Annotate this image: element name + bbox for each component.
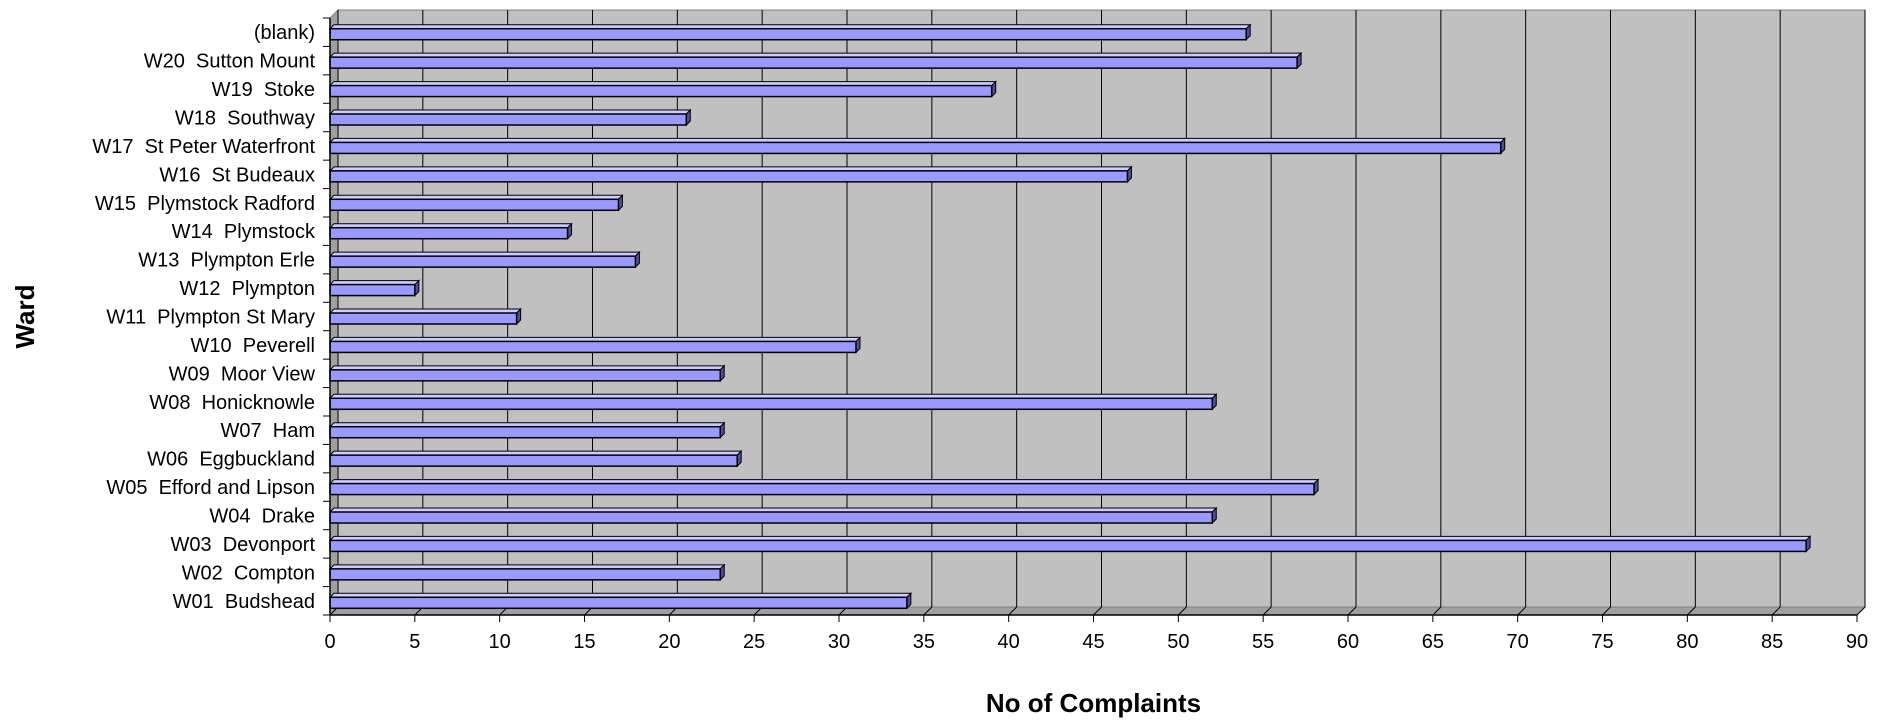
y-tick-label: W14 Plymstock xyxy=(172,221,316,243)
y-tick-label: W11 Plympton St Mary xyxy=(106,307,315,329)
bar xyxy=(329,56,1298,69)
bar xyxy=(329,27,1247,41)
x-tick-label: 0 xyxy=(324,631,335,653)
gridline-floor xyxy=(1432,606,1442,616)
bar xyxy=(329,312,518,325)
y-tick-label: W08 Honicknowle xyxy=(149,392,315,414)
y-tick-label: W01 Budshead xyxy=(173,591,315,613)
x-tick-label: 70 xyxy=(1507,631,1529,653)
bar xyxy=(329,340,857,354)
x-tick-label: 45 xyxy=(1082,631,1104,653)
bar xyxy=(329,482,1315,496)
x-tick-label: 60 xyxy=(1337,631,1359,653)
y-tick-label: W18 Southway xyxy=(175,108,315,130)
y-tick-label: (blank) xyxy=(254,22,315,44)
gridline-floor xyxy=(1771,606,1781,616)
x-tick-label: 65 xyxy=(1422,631,1444,653)
tick-labels: 0 5 10 15 20 25 30 35 40 45 50 55 60 65 70 75 80 85 90 W01 … xyxy=(92,22,1868,653)
gridline-floor xyxy=(1093,606,1102,616)
y-tick-label: W17 St Peter Waterfront xyxy=(92,136,315,158)
x-tick-label: 55 xyxy=(1252,631,1274,653)
x-tick-label: 50 xyxy=(1167,631,1189,653)
y-tick-label: W16 St Budeaux xyxy=(159,164,315,186)
y-tick-label: W15 Plymstock Radford xyxy=(95,193,315,215)
bar xyxy=(329,425,721,439)
y-tick-label: W20 Sutton Mount xyxy=(144,51,316,73)
gridline-floor xyxy=(1517,606,1527,616)
y-tick-label: W05 Efford and Lipson xyxy=(106,477,315,499)
y-tick-label: W04 Drake xyxy=(209,506,315,528)
bar xyxy=(329,255,637,268)
y-tick-label: W19 Stoke xyxy=(212,79,315,101)
gridline-floor xyxy=(1262,606,1272,616)
x-tick-label: 75 xyxy=(1591,631,1613,653)
x-tick-label: 80 xyxy=(1676,631,1698,653)
bar xyxy=(329,84,993,98)
bar xyxy=(329,596,908,610)
gridline-floor xyxy=(1008,606,1018,616)
bar xyxy=(329,369,721,382)
gridline-floor xyxy=(1856,606,1866,616)
plot-area xyxy=(328,8,1867,617)
y-axis-title: Ward xyxy=(10,284,40,348)
y-tick-label: W09 Moor View xyxy=(169,363,316,385)
bar xyxy=(329,454,738,467)
bar xyxy=(329,170,1129,183)
gridline-floor xyxy=(1347,606,1357,616)
bar xyxy=(329,511,1214,524)
bar xyxy=(329,568,721,581)
x-tick-label: 15 xyxy=(573,631,595,653)
y-tick-label: W07 Ham xyxy=(221,420,315,442)
bar xyxy=(329,539,1807,553)
y-tick-label: W02 Compton xyxy=(182,562,315,584)
x-tick-label: 40 xyxy=(998,631,1020,653)
x-tick-label: 25 xyxy=(743,631,765,653)
x-tick-label: 90 xyxy=(1846,631,1868,653)
x-tick-label: 10 xyxy=(489,631,511,653)
gridline-floor xyxy=(923,606,933,616)
bar xyxy=(329,198,620,212)
y-tick-label: W13 Plympton Erle xyxy=(138,250,315,272)
gridline-floor xyxy=(1686,606,1696,616)
y-tick-label: W12 Plympton xyxy=(179,278,315,300)
x-tick-label: 35 xyxy=(913,631,935,653)
y-tick-label: W03 Devonport xyxy=(170,534,315,556)
x-tick-label: 30 xyxy=(828,631,850,653)
gridline-floor xyxy=(1177,606,1187,616)
x-tick-label: 85 xyxy=(1761,631,1783,653)
bar xyxy=(329,226,569,240)
bar xyxy=(329,113,688,126)
x-tick-label: 5 xyxy=(409,631,420,653)
y-tick-label: W06 Eggbuckland xyxy=(147,449,315,471)
bar xyxy=(329,141,1502,155)
gridline-floor xyxy=(1602,606,1611,616)
bar xyxy=(329,283,416,297)
x-tick-label: 20 xyxy=(658,631,680,653)
axes xyxy=(323,17,1858,622)
bar xyxy=(329,397,1214,411)
y-tick-label: W10 Peverell xyxy=(191,335,316,357)
x-axis-title: No of Complaints xyxy=(986,688,1201,718)
